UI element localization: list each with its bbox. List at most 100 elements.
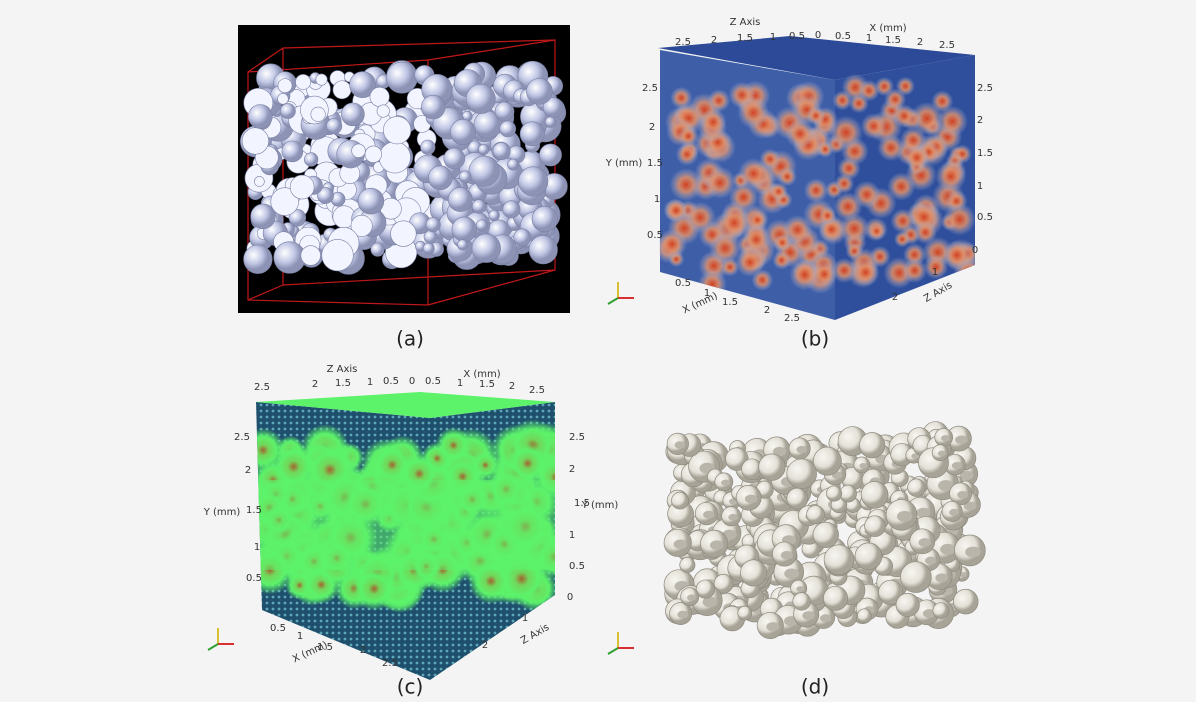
pore	[914, 221, 937, 244]
shell	[740, 560, 766, 586]
shell	[813, 522, 839, 548]
pore	[322, 239, 354, 271]
pore	[383, 116, 410, 143]
shell	[865, 516, 886, 537]
axis-tick-label: 1.5	[977, 148, 993, 159]
panel-label: (d)	[801, 675, 829, 699]
pore	[896, 77, 915, 96]
pore	[894, 231, 910, 247]
pore	[358, 188, 384, 214]
pore	[469, 156, 499, 186]
axis-tick-label: 1.5	[317, 642, 333, 653]
pore	[678, 126, 699, 147]
axis-tick-label: 0	[409, 376, 415, 387]
axis-tick-label: 0.5	[569, 561, 585, 572]
pore	[545, 117, 556, 128]
axis-title: X (mm)	[869, 23, 906, 34]
fill-band	[256, 480, 556, 570]
pore	[466, 84, 495, 113]
axis-tick-label: 1.5	[722, 297, 738, 308]
shell-opening	[781, 551, 793, 559]
pore	[424, 230, 437, 243]
shell-opening	[949, 509, 959, 516]
axis-tick-label: 1	[457, 378, 463, 389]
pore	[278, 93, 289, 104]
pore	[444, 148, 465, 169]
pore	[296, 74, 311, 89]
axis-tick-label: 2	[360, 645, 366, 656]
pore	[448, 187, 472, 211]
axis-tick-label: 0.5	[270, 623, 286, 634]
pore	[772, 251, 791, 270]
shell-opening	[721, 480, 730, 486]
pore	[254, 176, 264, 186]
axis-tick-label: 0.5	[675, 278, 691, 289]
shell	[759, 454, 785, 480]
shell	[840, 485, 857, 502]
panel-d	[664, 422, 985, 639]
axis-tick-label: 2	[649, 122, 655, 133]
pore	[248, 105, 272, 129]
pore	[493, 142, 510, 159]
shell-opening	[784, 568, 799, 578]
pore	[707, 89, 730, 112]
pore	[670, 87, 692, 109]
figure: (a)(b)Z Axis2.521.510.50X (mm)0.511.522.…	[0, 0, 1196, 702]
axis-tick-label: 1.5	[885, 35, 901, 46]
pore	[280, 103, 295, 118]
pore	[341, 103, 364, 126]
axis-tick-label: 1	[704, 288, 710, 299]
shell	[738, 606, 752, 620]
shell-opening	[940, 544, 956, 555]
pore	[371, 243, 384, 256]
axis-tick-label: 2.5	[642, 83, 658, 94]
axis-tick-label: 1.5	[479, 379, 495, 390]
panel-label: (c)	[397, 675, 424, 699]
pore	[476, 220, 488, 232]
pore	[532, 206, 558, 232]
axis-tick-label: 1.5	[246, 505, 262, 516]
shell-opening	[965, 547, 980, 558]
shell	[680, 557, 695, 572]
axis-title: Y (mm)	[203, 507, 241, 518]
shell	[857, 609, 871, 623]
axis-tick-label: 1	[254, 542, 260, 553]
pore	[282, 141, 303, 162]
pore	[665, 199, 688, 222]
shell-opening	[957, 491, 968, 499]
shell	[813, 447, 841, 475]
pore	[839, 213, 870, 244]
axis-tick-label: 2.5	[939, 40, 955, 51]
axis-tick-label: 1.5	[737, 33, 753, 44]
pore	[807, 106, 826, 125]
axis-tick-label: 2.5	[254, 382, 270, 393]
axis-tick-label: 0.5	[383, 376, 399, 387]
shell-opening	[938, 451, 946, 457]
shell	[787, 459, 817, 489]
pore	[452, 217, 477, 242]
pore	[421, 95, 445, 119]
pore	[942, 240, 971, 269]
axis-tick-label: 0	[567, 592, 573, 603]
pore	[937, 106, 968, 137]
axis-tick-label: 0.5	[246, 573, 262, 584]
background	[0, 0, 1196, 702]
axis-tick-label: 1	[367, 377, 373, 388]
pore	[718, 207, 750, 239]
axis-tick-label: 2	[917, 37, 923, 48]
pore	[352, 144, 366, 158]
pore	[377, 105, 389, 117]
panel-label: (a)	[396, 327, 424, 351]
pore	[459, 171, 471, 183]
pore	[457, 240, 468, 251]
shell-opening	[897, 511, 912, 522]
shell-opening	[703, 511, 714, 519]
pore	[852, 258, 880, 286]
pore	[316, 74, 327, 85]
axis-tick-label: 2.5	[784, 313, 800, 324]
pore	[935, 161, 966, 192]
pore	[391, 221, 417, 247]
axis-tick-label: 2	[569, 464, 575, 475]
axis-tick-label: 1	[654, 194, 660, 205]
pore	[370, 87, 389, 106]
